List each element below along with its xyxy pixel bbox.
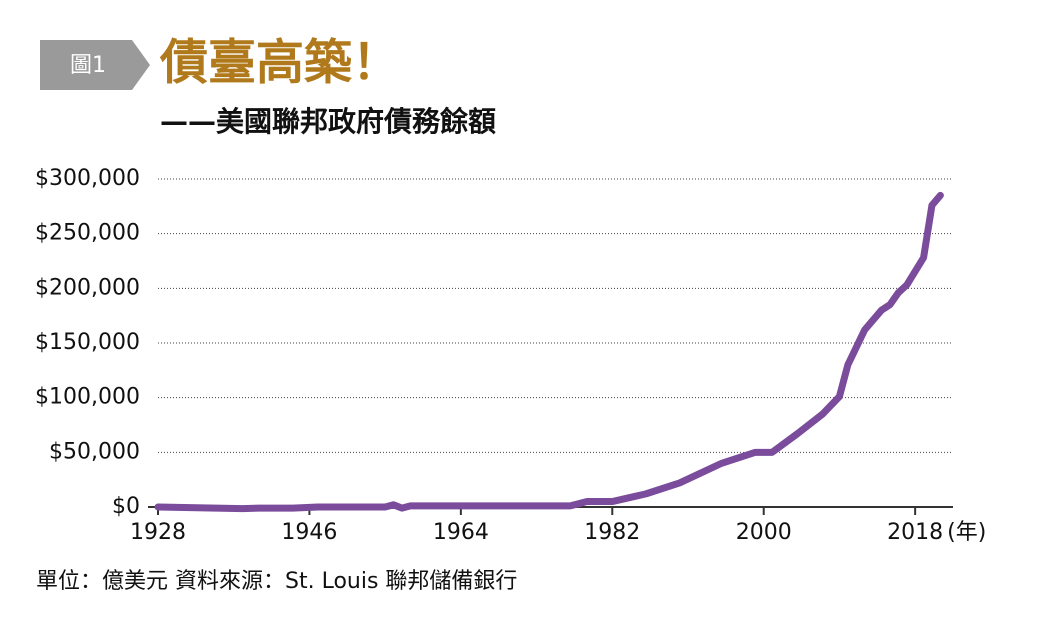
y-tick-label: $50,000 [49,439,140,464]
x-tick-label: 1946 [281,520,337,545]
badge-shape [40,40,150,90]
y-tick-label: $0 [112,494,140,519]
x-tick-label: 2018 [887,520,943,545]
data-line [154,191,944,513]
y-tick-label: $200,000 [35,275,140,300]
y-tick-label: $250,000 [35,221,140,246]
footnote: 單位：億美元 資料來源：St. Louis 聯邦儲備銀行 [36,569,517,594]
badge: 圖1 [70,53,106,78]
chart-subtitle: ——美國聯邦政府債務餘額 [160,105,496,138]
x-tick-label: 1982 [584,520,640,545]
y-tick-label: $100,000 [35,385,140,410]
x-tick-label: 1928 [130,520,186,545]
x-tick-label: 2000 [736,520,792,545]
chart-title: 債臺高築！ [159,35,400,91]
x-axis-unit: (年) [947,520,986,545]
y-tick-label: $150,000 [35,330,140,355]
x-tick-label: 1964 [433,520,489,545]
y-tick-label: $300,000 [35,166,140,191]
